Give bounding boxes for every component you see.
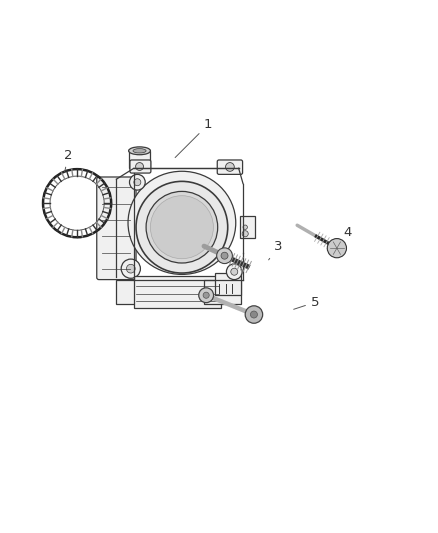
Circle shape xyxy=(136,181,228,273)
Circle shape xyxy=(199,288,214,303)
Bar xyxy=(134,276,221,308)
Text: 5: 5 xyxy=(293,296,319,309)
Circle shape xyxy=(221,252,228,259)
Circle shape xyxy=(134,179,141,185)
FancyBboxPatch shape xyxy=(97,177,136,280)
Bar xyxy=(240,216,255,238)
Circle shape xyxy=(150,196,213,259)
Text: 1: 1 xyxy=(175,118,212,158)
Circle shape xyxy=(251,311,258,318)
Circle shape xyxy=(121,259,141,278)
Ellipse shape xyxy=(128,171,236,274)
FancyBboxPatch shape xyxy=(130,160,151,173)
Circle shape xyxy=(231,268,238,275)
Circle shape xyxy=(217,248,233,263)
Bar xyxy=(215,273,241,295)
Circle shape xyxy=(136,163,144,171)
Circle shape xyxy=(203,292,209,298)
Circle shape xyxy=(243,225,247,229)
Circle shape xyxy=(226,163,234,171)
Bar xyxy=(129,151,150,168)
Bar xyxy=(117,280,143,304)
Ellipse shape xyxy=(133,149,146,153)
Text: 3: 3 xyxy=(268,240,282,260)
Circle shape xyxy=(327,239,346,258)
Text: 4: 4 xyxy=(341,226,352,244)
Circle shape xyxy=(127,264,135,273)
Circle shape xyxy=(130,174,145,190)
Ellipse shape xyxy=(129,147,150,155)
Circle shape xyxy=(226,264,242,280)
Circle shape xyxy=(146,191,218,263)
FancyBboxPatch shape xyxy=(217,160,243,174)
Circle shape xyxy=(245,306,263,323)
Circle shape xyxy=(242,231,248,237)
Bar xyxy=(204,280,241,304)
Text: 2: 2 xyxy=(64,149,73,172)
